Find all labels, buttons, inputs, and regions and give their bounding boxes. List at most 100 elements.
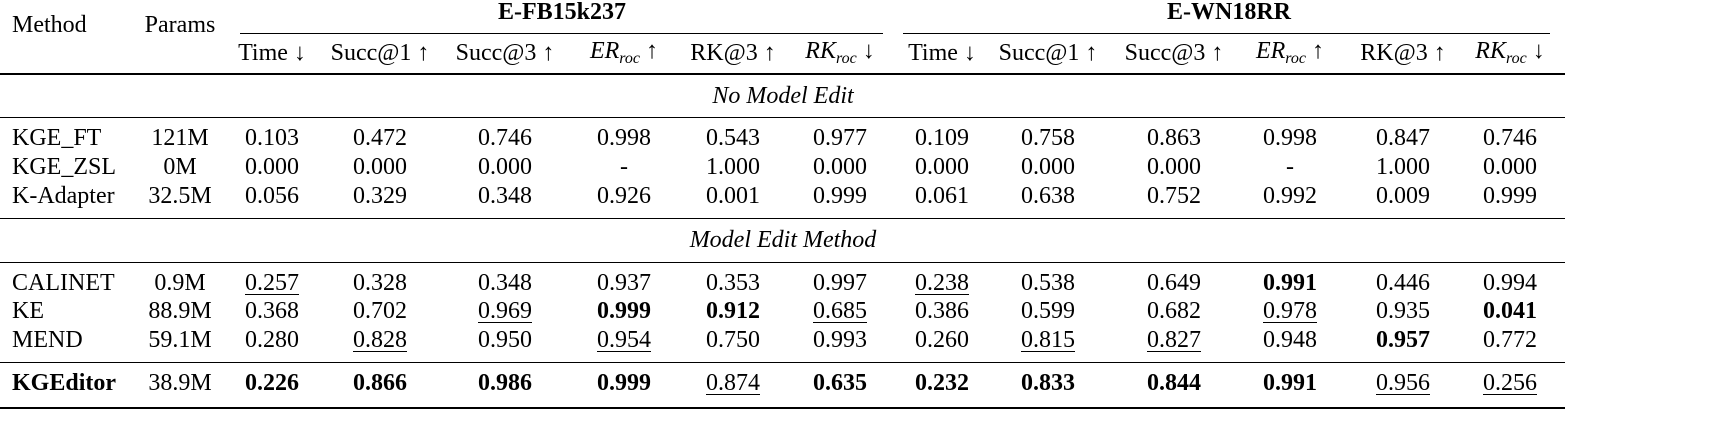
value-cell: 0.000 [478,154,532,180]
method-cell: MEND [12,327,83,353]
text: 0.827 [1147,327,1201,353]
value-cell: 0.056 [245,183,299,209]
column-header: RK@3 ↑ [690,40,776,66]
value-cell: 0.993 [813,327,867,353]
value-cell: 0.863 [1147,125,1201,151]
params-cell: 0M [163,154,197,180]
value-cell: 0.847 [1376,125,1430,151]
method-cell: CALINET [12,270,115,296]
value-cell: 0.746 [478,125,532,151]
value-cell: 0.772 [1483,327,1537,353]
value-cell: 0.998 [1263,125,1317,151]
value-cell: 0.874 [706,371,760,395]
method-cell: KE [12,298,44,324]
text: 0.815 [1021,327,1075,353]
value-cell: 0.926 [597,183,651,209]
value-cell: 0.866 [353,371,407,395]
text: KGEditor [12,370,117,396]
value-cell: 1.000 [706,154,760,180]
value-cell: 0.991 [1263,271,1317,295]
value-cell: 0.649 [1147,270,1201,296]
method-cell: KGE_FT [12,125,102,151]
method-cell: KGE_ZSL [12,154,116,180]
text: roc [835,50,857,67]
value-cell: 0.833 [1021,371,1075,395]
value-cell: 0.844 [1147,371,1201,395]
rule [0,218,1565,220]
text: 0.957 [1376,327,1430,353]
value-cell: 0.950 [478,327,532,353]
value-cell: 0.935 [1376,298,1430,324]
value-cell: 0.472 [353,125,407,151]
value-cell: 0.999 [1483,183,1537,209]
group-rule [903,33,1550,34]
value-cell: 0.937 [597,270,651,296]
value-cell: 0.009 [1376,183,1430,209]
value-cell: - [1286,154,1294,180]
value-cell: 0.635 [813,371,867,395]
text: 0.041 [1483,298,1537,324]
value-cell: - [620,154,628,180]
text: 0.912 [706,298,760,324]
text: roc [1505,50,1527,67]
text: ER [589,38,620,64]
value-cell: 0.446 [1376,270,1430,296]
group-rule [240,33,883,34]
value-cell: 0.815 [1021,328,1075,352]
text: roc [619,50,641,67]
column-header: Time ↓ [238,40,306,66]
text: 0.685 [813,298,867,324]
value-cell: 0.599 [1021,298,1075,324]
text: 0.257 [245,270,299,296]
value-cell: 0.538 [1021,270,1075,296]
value-cell: 0.329 [353,183,407,209]
value-cell: 0.386 [915,298,969,324]
value-cell: 0.348 [478,270,532,296]
value-cell: 0.000 [915,154,969,180]
column-header: Params [144,12,216,38]
text: RK [805,38,836,64]
section-title: No Model Edit [712,83,854,109]
value-cell: 0.000 [813,154,867,180]
value-cell: 0.999 [813,183,867,209]
value-cell: 0.977 [813,125,867,151]
value-cell: 0.238 [915,271,969,295]
text: 0.991 [1263,270,1317,296]
text: ↓ [1532,38,1545,64]
text: 0.866 [353,370,407,396]
section-title: Model Edit Method [689,227,877,253]
method-cell: KGEditor [12,371,116,395]
text: 0.969 [478,298,532,324]
params-cell: 0.9M [154,270,206,296]
text: 0.828 [353,327,407,353]
value-cell: 0.997 [813,270,867,296]
value-cell: 0.948 [1263,327,1317,353]
value-cell: 0.758 [1021,125,1075,151]
params-cell: 88.9M [148,298,212,324]
value-cell: 0.954 [597,328,651,352]
column-header: ERroc ↑ [590,39,658,67]
text: 0.991 [1263,370,1317,396]
value-cell: 0.999 [597,371,651,395]
value-cell: 0.702 [353,298,407,324]
text: 0.238 [915,270,969,296]
text: ↑ [1312,38,1325,64]
value-cell: 0.978 [1263,299,1317,323]
value-cell: 0.999 [597,299,651,323]
text: 0.978 [1263,298,1317,324]
value-cell: 0.994 [1483,270,1537,296]
value-cell: 0.638 [1021,183,1075,209]
value-cell: 0.685 [813,299,867,323]
value-cell: 0.000 [1021,154,1075,180]
value-cell: 0.000 [1147,154,1201,180]
rule [0,73,1565,75]
column-header: Succ@1 ↑ [330,40,430,66]
value-cell: 0.061 [915,183,969,209]
value-cell: 0.543 [706,125,760,151]
value-cell: 0.000 [353,154,407,180]
value-cell: 0.750 [706,327,760,353]
text: 0.232 [915,370,969,396]
text: 0.954 [597,327,651,353]
text: 0.986 [478,370,532,396]
